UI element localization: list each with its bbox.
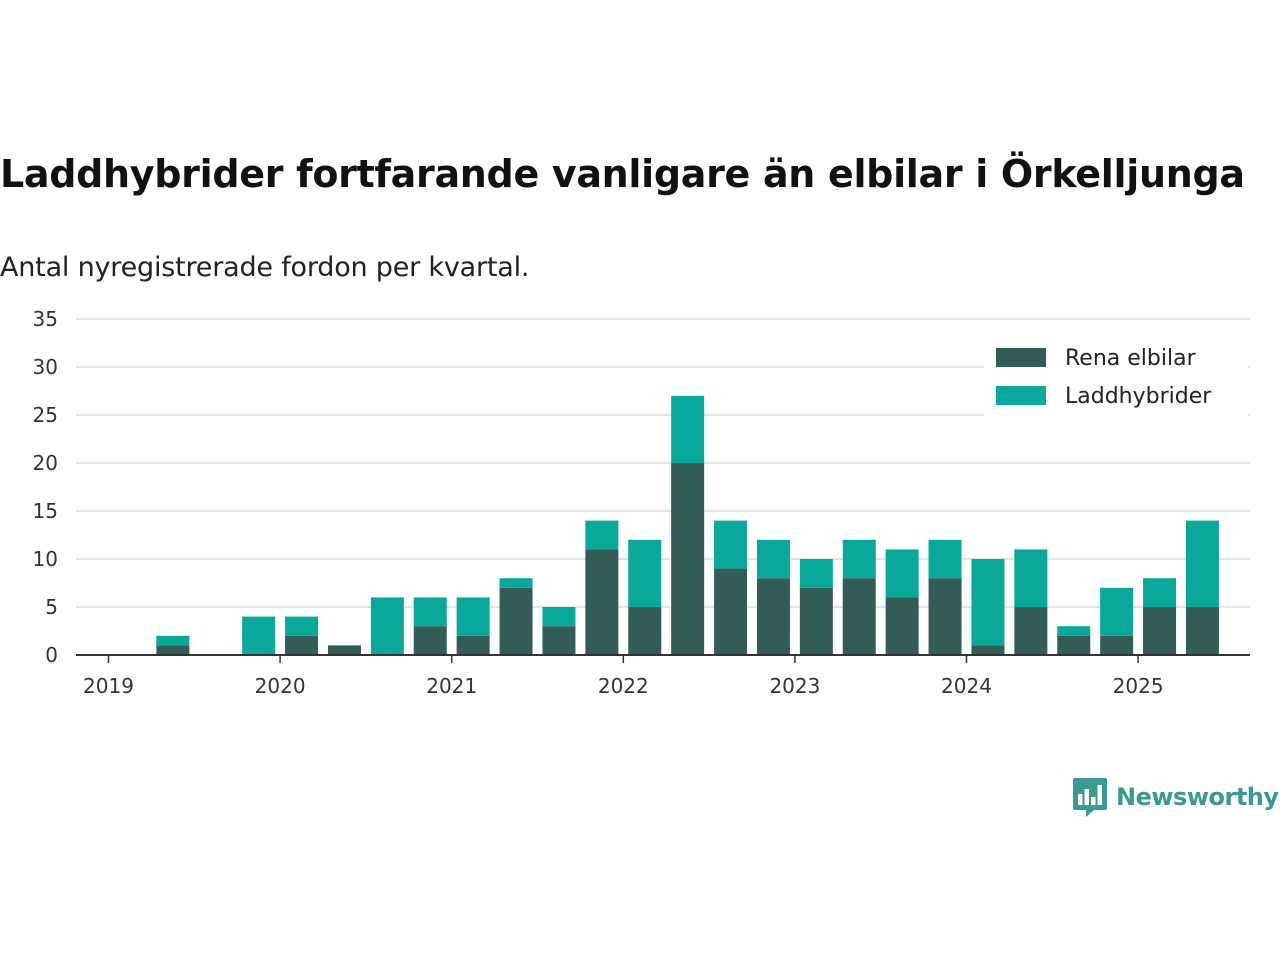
legend-label: Rena elbilar bbox=[1065, 346, 1197, 371]
bar-segment bbox=[1143, 607, 1177, 655]
bar-segment bbox=[542, 607, 576, 627]
bar-segment bbox=[756, 578, 790, 655]
brand-logo: Newsworthy bbox=[1072, 776, 1279, 818]
y-tick-label: 0 bbox=[45, 643, 58, 667]
x-axis-ticks: 2019 2020 2021 2022 2023 2024 2025 bbox=[83, 674, 1164, 698]
bar-segment bbox=[370, 597, 404, 655]
bar-segment bbox=[799, 587, 833, 655]
y-tick-label: 15 bbox=[33, 499, 58, 523]
bar-segment bbox=[1100, 635, 1134, 655]
y-tick-label: 20 bbox=[33, 451, 58, 475]
bar-segment bbox=[456, 597, 490, 636]
y-tick-label: 10 bbox=[33, 547, 58, 571]
bar-segment bbox=[1185, 520, 1219, 607]
legend-swatch bbox=[996, 348, 1046, 367]
chart-title: Laddhybrider fortfarande vanligare än el… bbox=[0, 152, 1245, 196]
x-tick-label: 2019 bbox=[83, 674, 134, 698]
y-tick-label: 35 bbox=[33, 307, 58, 331]
y-tick-label: 25 bbox=[33, 403, 58, 427]
bar-segment bbox=[971, 645, 1005, 655]
x-tick-label: 2024 bbox=[941, 674, 992, 698]
x-tick-label: 2021 bbox=[426, 674, 477, 698]
bar-segment bbox=[628, 607, 662, 655]
x-tick-label: 2023 bbox=[769, 674, 820, 698]
x-tick-label: 2025 bbox=[1113, 674, 1164, 698]
bar-segment bbox=[1100, 587, 1134, 636]
bar-segment bbox=[756, 539, 790, 579]
bar-segment bbox=[928, 578, 962, 655]
bar-segment bbox=[1014, 607, 1048, 655]
bar-segment bbox=[285, 635, 319, 655]
legend-label: Laddhybrider bbox=[1065, 384, 1212, 409]
bar-segment bbox=[1185, 607, 1219, 655]
bar-segment bbox=[671, 463, 705, 655]
bar-segment bbox=[156, 635, 190, 646]
brand-name: Newsworthy bbox=[1116, 783, 1279, 811]
chart-subtitle: Antal nyregistrerade fordon per kvartal. bbox=[0, 252, 530, 283]
bar-segment bbox=[971, 559, 1005, 646]
bar-segment bbox=[456, 635, 490, 655]
bar-segment bbox=[714, 520, 748, 569]
bar-segment bbox=[1057, 635, 1091, 655]
x-axis bbox=[76, 654, 1250, 663]
bar-segment bbox=[714, 568, 748, 655]
bar-segment bbox=[499, 578, 533, 588]
bar-segment bbox=[628, 539, 662, 607]
bar-segment bbox=[1143, 578, 1177, 607]
bar-segment bbox=[413, 597, 447, 627]
bar-segment bbox=[885, 549, 919, 598]
bar-segment bbox=[928, 539, 962, 579]
bar-segment bbox=[156, 645, 190, 655]
bar-chart-speech-bubble-icon bbox=[1073, 778, 1107, 817]
legend: Rena elbilar Laddhybrider bbox=[984, 336, 1248, 418]
x-tick-label: 2022 bbox=[598, 674, 649, 698]
bar-segment bbox=[413, 626, 447, 655]
bar-segment bbox=[799, 559, 833, 588]
bar-segment bbox=[842, 578, 876, 655]
y-tick-label: 30 bbox=[33, 355, 58, 379]
bar-segment bbox=[242, 616, 276, 655]
bar-segment bbox=[585, 549, 619, 655]
legend-swatch bbox=[996, 386, 1046, 405]
bar-segment bbox=[499, 587, 533, 655]
bar-segment bbox=[1057, 626, 1091, 636]
bar-segment bbox=[542, 626, 576, 655]
y-tick-label: 5 bbox=[45, 595, 58, 619]
bar-segment bbox=[285, 616, 319, 636]
y-axis-ticks: 0 5 10 15 20 25 30 35 bbox=[33, 307, 58, 667]
bar-segment bbox=[842, 539, 876, 579]
x-tick-label: 2020 bbox=[255, 674, 306, 698]
bar-segment bbox=[671, 395, 705, 463]
bar-segment bbox=[585, 520, 619, 550]
bar-segment bbox=[1014, 549, 1048, 607]
bars bbox=[156, 395, 1219, 655]
bar-segment bbox=[885, 597, 919, 655]
bar-segment bbox=[327, 645, 361, 655]
